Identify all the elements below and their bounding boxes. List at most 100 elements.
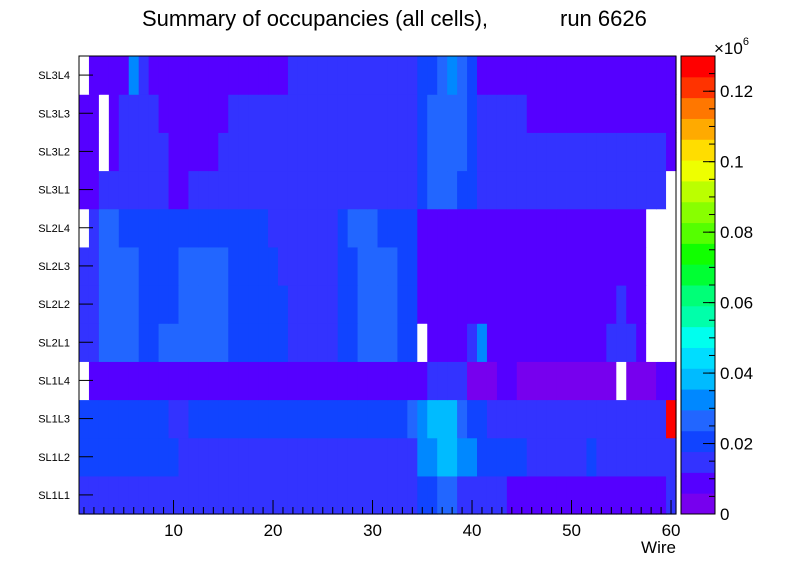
heatmap-cell (417, 437, 428, 477)
heatmap-cell (437, 94, 448, 133)
heatmap-cell (407, 323, 418, 362)
heatmap-cell (347, 399, 359, 439)
heatmap-cell (248, 94, 259, 133)
heatmap-cell (148, 399, 160, 439)
heatmap-cell (228, 437, 239, 477)
heatmap-cell (536, 208, 548, 248)
heatmap-cell (417, 132, 428, 172)
heatmap-cell (506, 56, 518, 95)
heatmap-cell (258, 56, 269, 95)
heatmap-cell (128, 323, 140, 362)
heatmap-cell (188, 170, 199, 210)
heatmap-cell (307, 132, 319, 172)
heatmap-cell (158, 94, 170, 133)
heatmap-cell (616, 132, 627, 172)
heatmap-cell (238, 323, 249, 362)
heatmap-cell (457, 361, 468, 401)
heatmap-cell (467, 361, 478, 401)
heatmap-cell (526, 285, 538, 324)
heatmap-cell (148, 475, 160, 515)
heatmap-cell (98, 246, 110, 286)
heatmap-cell (128, 132, 140, 172)
heatmap-cell (516, 246, 528, 286)
heatmap-cell (108, 361, 120, 401)
heatmap-cell (427, 208, 438, 248)
heatmap-cell (626, 285, 637, 324)
color-scale-swatch (681, 493, 715, 515)
heatmap-cell (496, 246, 508, 286)
heatmap-cell (188, 208, 199, 248)
heatmap-cell (407, 170, 418, 210)
heatmap-cell (297, 323, 309, 362)
heatmap-cell (566, 246, 578, 286)
heatmap-cell (506, 399, 518, 439)
heatmap-cell (258, 208, 269, 248)
heatmap-cell (536, 361, 548, 401)
color-scale-swatch (681, 243, 715, 265)
color-scale-swatch (681, 264, 715, 286)
heatmap-cell (128, 246, 140, 286)
color-scale-swatch (681, 139, 715, 161)
heatmap-cell (516, 399, 528, 439)
x-tick-label: 50 (562, 521, 581, 540)
heatmap-cell (636, 56, 647, 95)
heatmap-cell (467, 132, 478, 172)
heatmap-cell (506, 208, 518, 248)
heatmap-cell (228, 132, 239, 172)
color-scale-swatch (681, 347, 715, 369)
heatmap-cell (377, 170, 389, 210)
heatmap-cell (218, 208, 229, 248)
heatmap-cell (198, 437, 209, 477)
heatmap-cell (427, 94, 438, 133)
heatmap-cell (397, 399, 408, 439)
heatmap-cell (407, 475, 418, 515)
heatmap-cell (546, 285, 558, 324)
heatmap-cell (596, 361, 607, 401)
heatmap-cell (327, 94, 339, 133)
heatmap-cell (238, 132, 249, 172)
heatmap-cell (486, 437, 498, 477)
color-scale-swatch (681, 160, 715, 182)
heatmap-cell (357, 361, 369, 401)
heatmap-cell (258, 437, 269, 477)
heatmap-cell (228, 399, 239, 439)
heatmap-cell (526, 246, 538, 286)
heatmap-cell (437, 399, 448, 439)
color-scale-swatch (681, 389, 715, 411)
heatmap-cell (297, 285, 309, 324)
heatmap-cell (636, 208, 647, 248)
heatmap-cell (168, 399, 180, 439)
heatmap-cell (128, 361, 140, 401)
heatmap-cell (546, 399, 558, 439)
heatmap-cell (168, 475, 180, 515)
heatmap-cell (447, 437, 458, 477)
heatmap-cell (646, 399, 657, 439)
heatmap-cell (218, 323, 229, 362)
heatmap-cell (218, 56, 229, 95)
heatmap-cell (178, 208, 190, 248)
x-axis-label: Wire (641, 538, 676, 557)
heatmap-cell (616, 323, 627, 362)
z-tick-label: 0 (720, 505, 729, 524)
heatmap-cell (477, 56, 488, 95)
z-tick-label: 0.02 (720, 435, 753, 454)
heatmap-cell (536, 94, 548, 133)
heatmap-cell (576, 323, 588, 362)
heatmap-cell (178, 94, 190, 133)
heatmap-cell (646, 208, 657, 248)
heatmap-cell (397, 208, 408, 248)
heatmap-cell (486, 285, 498, 324)
heatmap-cell (337, 437, 349, 477)
heatmap-cell (447, 399, 458, 439)
heatmap-cell (477, 208, 488, 248)
heatmap-cell (546, 323, 558, 362)
heatmap-cell (297, 208, 309, 248)
heatmap-cell (447, 323, 458, 362)
heatmap-cell (337, 399, 349, 439)
heatmap-cell (268, 132, 279, 172)
heatmap-cell (168, 94, 180, 133)
heatmap-cell (536, 285, 548, 324)
heatmap-cell (556, 94, 568, 133)
heatmap-cell (258, 475, 269, 515)
heatmap-cell (248, 437, 259, 477)
